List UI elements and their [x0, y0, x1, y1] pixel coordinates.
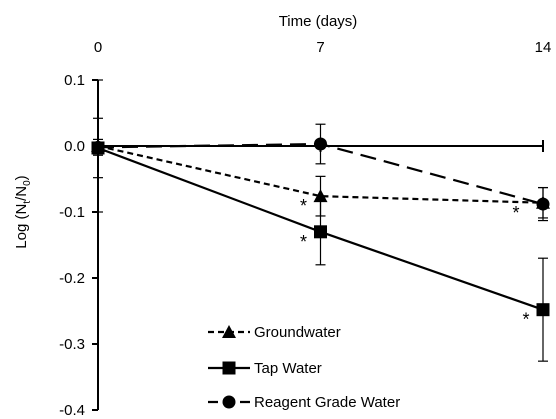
legend-item: Tap Water [208, 360, 322, 377]
y-axis-title: Log (Nt/N0) [13, 175, 33, 248]
legend-marker [222, 325, 236, 338]
significance-label: * [300, 232, 307, 252]
legend-label: Groundwater [254, 324, 341, 341]
data-point [536, 197, 550, 211]
y-tick-label: -0.4 [59, 402, 85, 419]
significance-label: * [522, 310, 529, 330]
legend-item: Reagent Grade Water [208, 394, 400, 411]
data-point [314, 225, 327, 239]
data-point [314, 137, 327, 151]
x-axis-title: Time (days) [279, 13, 358, 30]
series-reagent-grade-water [91, 123, 550, 222]
significance-label: * [300, 196, 307, 216]
legend-label: Reagent Grade Water [254, 394, 400, 411]
x-ticks: 0 7 14 [94, 39, 552, 152]
significance-label: * [512, 203, 519, 223]
y-tick-label: 0.1 [64, 72, 85, 89]
legend-marker [222, 361, 236, 375]
x-tick-label: 7 [316, 39, 324, 56]
legend-marker [222, 395, 236, 409]
y-tick-label: -0.2 [59, 270, 85, 287]
y-ticks: 0.1 0.0 -0.1 -0.2 -0.3 -0.4 [59, 72, 98, 419]
legend-item: Groundwater [208, 324, 341, 341]
legend: Groundwater Tap Water Reagent Grade Water [208, 324, 400, 411]
series-layer: * * * * [91, 79, 550, 362]
y-tick-label: 0.0 [64, 138, 85, 155]
legend-label: Tap Water [254, 360, 322, 377]
x-tick-label: 14 [535, 39, 552, 56]
data-point [91, 140, 105, 154]
y-tick-label: -0.3 [59, 336, 85, 353]
data-point [536, 303, 550, 317]
x-tick-label: 0 [94, 39, 102, 56]
y-tick-label: -0.1 [59, 204, 85, 221]
